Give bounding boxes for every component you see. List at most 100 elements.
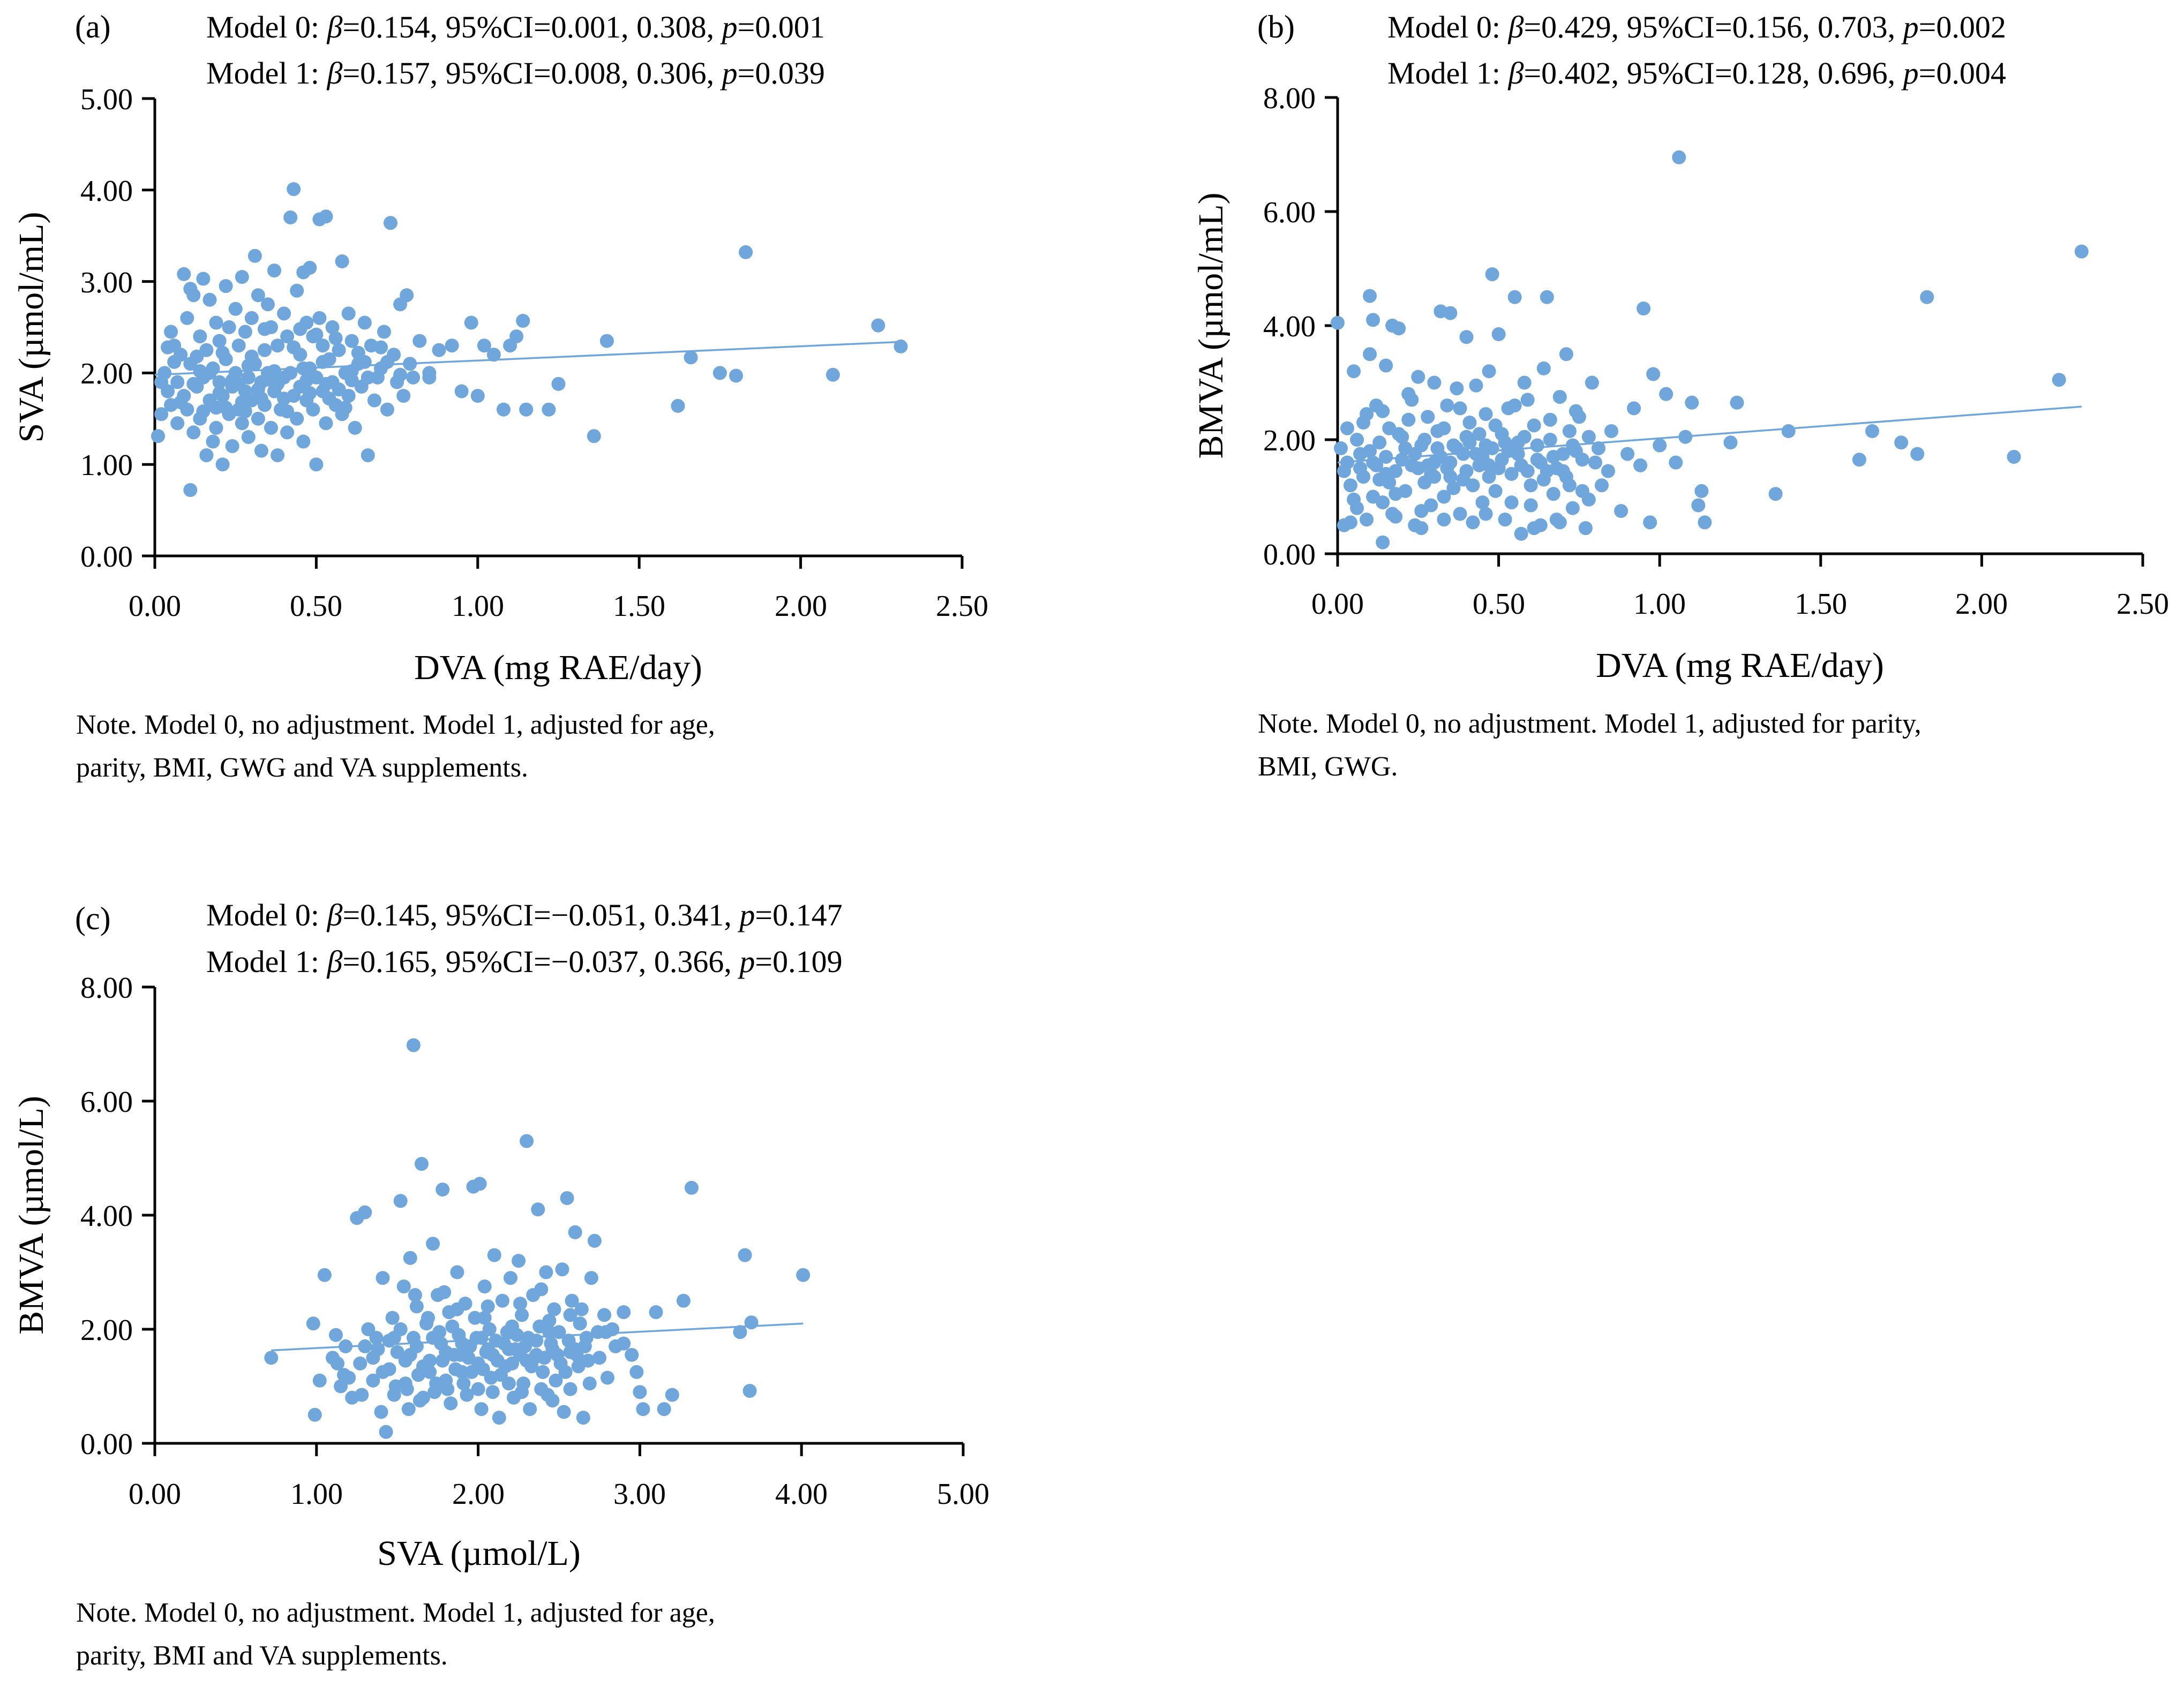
data-point xyxy=(1340,421,1354,435)
data-point xyxy=(380,402,394,417)
data-point xyxy=(1672,150,1686,164)
data-point xyxy=(331,1356,344,1370)
y-tick-label: 2.00 xyxy=(80,1314,133,1347)
data-point xyxy=(384,216,397,230)
stats-p: =0.039 xyxy=(738,56,825,91)
stats-line-model0: Model 0: β=0.429, 95%CI=0.156, 0.703, p=… xyxy=(1387,10,2006,44)
panel-label: (c) xyxy=(75,901,111,936)
data-point xyxy=(738,1248,752,1262)
data-point xyxy=(406,370,421,385)
data-point xyxy=(357,355,372,369)
stats-beta: =0.145, 95%CI=−0.051, 0.341, xyxy=(342,898,739,932)
data-point xyxy=(374,340,388,355)
data-point xyxy=(1592,441,1605,455)
data-point xyxy=(481,1299,495,1314)
data-point xyxy=(1443,455,1458,470)
data-point xyxy=(1344,478,1357,493)
stats-line-model0: Model 0: β=0.145, 95%CI=−0.051, 0.341, p… xyxy=(206,898,843,932)
data-point xyxy=(733,1325,747,1339)
data-point xyxy=(486,348,501,362)
data-point xyxy=(1363,289,1377,303)
data-point xyxy=(312,1373,327,1388)
data-point xyxy=(388,1379,403,1394)
data-point xyxy=(520,1134,534,1148)
data-point xyxy=(542,1314,557,1328)
stats-p: =0.109 xyxy=(755,944,842,979)
data-point xyxy=(1585,375,1599,390)
data-point xyxy=(542,402,556,417)
data-point xyxy=(445,1319,460,1334)
data-point xyxy=(519,402,534,417)
data-point xyxy=(408,1288,422,1302)
data-point xyxy=(513,1297,528,1311)
data-point xyxy=(332,382,346,397)
data-point xyxy=(468,1311,482,1325)
data-point xyxy=(515,1385,529,1399)
data-point xyxy=(317,1268,332,1282)
data-point xyxy=(534,1282,549,1297)
data-point xyxy=(1527,521,1541,536)
data-point xyxy=(1488,418,1503,433)
data-point xyxy=(1453,507,1467,521)
data-point xyxy=(1450,441,1464,455)
data-point xyxy=(309,457,324,472)
y-tick-label: 0.00 xyxy=(80,540,133,574)
regression-line xyxy=(271,1322,804,1352)
data-point xyxy=(366,1373,380,1388)
data-point xyxy=(1562,424,1577,438)
data-point xyxy=(1581,492,1596,507)
stats-model: Model 1: xyxy=(1387,56,1508,91)
data-point xyxy=(444,1396,458,1411)
data-point xyxy=(1395,453,1409,467)
data-point xyxy=(374,1405,388,1419)
data-point xyxy=(1389,509,1403,524)
plot-area xyxy=(1325,96,2144,567)
data-point xyxy=(560,1191,574,1206)
data-point xyxy=(244,349,259,364)
data-point xyxy=(576,1411,590,1425)
data-point xyxy=(563,1308,577,1322)
data-point xyxy=(1347,492,1361,507)
data-point xyxy=(412,334,427,348)
data-point xyxy=(633,1385,647,1399)
y-tick-label: 1.00 xyxy=(80,449,133,482)
x-tick-label: 1.50 xyxy=(613,590,665,623)
stats-line-model1: Model 1: β=0.165, 95%CI=−0.037, 0.366, p… xyxy=(206,944,843,979)
x-tick-label: 0.50 xyxy=(1473,588,1525,621)
y-tick-label: 8.00 xyxy=(80,971,133,1005)
stats-model: Model 1: xyxy=(206,944,327,979)
data-point xyxy=(1669,455,1683,470)
data-point xyxy=(283,210,298,224)
y-tick-label: 8.00 xyxy=(1263,82,1316,115)
data-point xyxy=(796,1268,810,1282)
data-point xyxy=(1414,521,1429,536)
data-point xyxy=(1565,501,1580,515)
stats-p: =0.004 xyxy=(1919,56,2006,91)
data-point xyxy=(293,322,307,336)
data-point xyxy=(1543,412,1557,427)
data-point xyxy=(1376,495,1390,510)
data-point xyxy=(235,395,249,410)
data-point xyxy=(1421,410,1435,424)
data-point xyxy=(454,384,469,398)
data-point xyxy=(617,1336,631,1351)
data-point xyxy=(1659,387,1673,401)
y-tick-label: 4.00 xyxy=(80,1200,133,1233)
data-point xyxy=(460,1388,474,1402)
data-point xyxy=(161,340,175,355)
data-point xyxy=(1405,393,1419,407)
data-point xyxy=(504,1271,517,1285)
data-point xyxy=(151,429,165,443)
data-point xyxy=(280,404,295,419)
x-tick-label: 0.00 xyxy=(1311,588,1364,621)
data-point xyxy=(1588,455,1602,470)
data-point xyxy=(557,1405,571,1419)
data-point xyxy=(1482,470,1496,484)
data-point xyxy=(271,338,285,353)
data-point xyxy=(387,1331,401,1345)
data-point xyxy=(264,1351,279,1365)
stats-model: Model 0: xyxy=(1387,10,1508,44)
data-point xyxy=(685,1180,699,1195)
y-axis-title: BMVA (µmol/mL) xyxy=(1191,192,1230,458)
data-point xyxy=(568,1225,582,1239)
